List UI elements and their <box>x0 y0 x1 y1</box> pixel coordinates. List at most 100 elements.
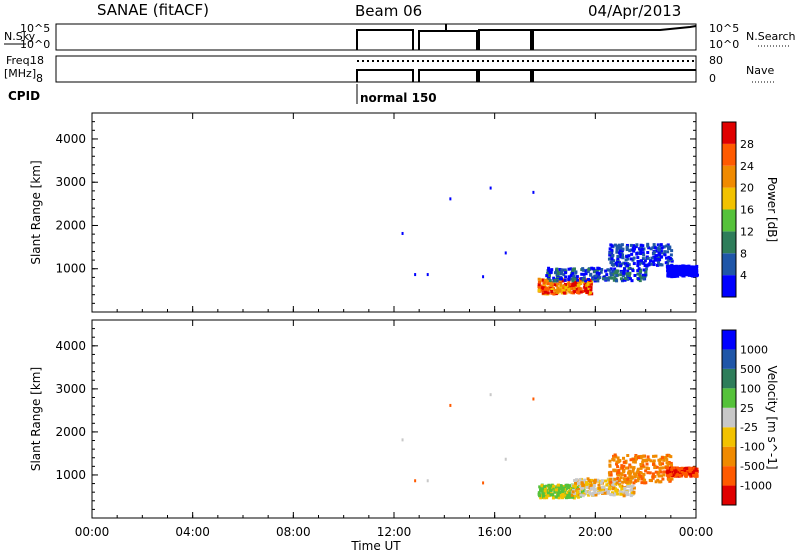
velocity-cell <box>667 478 671 482</box>
nsky-tick-lo: 10^0 <box>20 38 50 51</box>
velocity-cell <box>626 480 630 484</box>
velocity-cell <box>678 473 682 477</box>
power-ytick-label: 3000 <box>55 175 86 189</box>
velocity-cell <box>596 478 600 482</box>
velocity-cell <box>542 485 546 489</box>
velocity-cell <box>571 487 575 491</box>
velocity-cell <box>584 490 588 494</box>
velocity-cell <box>613 468 617 472</box>
velocity-cell <box>551 486 555 490</box>
power-cell <box>567 267 571 271</box>
velocity-cell <box>636 479 640 483</box>
velocity-cell <box>640 454 644 458</box>
power-cell <box>656 246 660 250</box>
velocity-cell <box>637 477 641 481</box>
power-cell <box>649 259 653 263</box>
velocity-cell <box>612 493 616 497</box>
power-cell <box>628 271 632 275</box>
velocity-cell <box>652 454 656 458</box>
velocity-cell <box>610 477 614 481</box>
velocity-cell <box>659 474 663 478</box>
power-cell <box>642 277 646 281</box>
velocity-cell <box>662 458 666 462</box>
velocity-cell <box>593 488 597 492</box>
power-cell <box>610 257 614 261</box>
power-cell <box>572 287 576 291</box>
power-cell <box>621 247 625 251</box>
velocity-cell <box>613 477 617 481</box>
power-cell <box>609 271 613 275</box>
power-cell <box>666 250 670 254</box>
power-cell <box>667 273 671 277</box>
power-cell <box>582 276 586 280</box>
velocity-cell <box>592 486 596 490</box>
velocity-cell <box>617 482 621 486</box>
velocity-cell <box>669 461 673 465</box>
power-cell <box>643 263 647 267</box>
velocity-cell <box>659 470 663 474</box>
power-cell <box>596 276 600 280</box>
velocity-cell <box>561 493 565 497</box>
velocity-cell <box>627 485 631 489</box>
velocity-ylabel: Slant Range [km] <box>29 367 43 471</box>
power-cell <box>677 268 681 272</box>
power-cell <box>636 269 640 273</box>
velocity-cell <box>575 478 579 482</box>
power-cell <box>597 272 601 276</box>
power-cell <box>562 291 566 295</box>
power-cell <box>567 275 571 279</box>
power-cell <box>674 272 678 276</box>
velocity-cell <box>622 494 626 498</box>
velocity-cell <box>663 470 667 474</box>
velocity-cell <box>665 470 669 474</box>
power-cell <box>545 274 549 278</box>
power-cell <box>559 286 563 290</box>
power-cell <box>550 290 554 294</box>
power-cell <box>563 268 567 272</box>
power-colorbar-tick: 28 <box>740 138 754 151</box>
power-cell <box>654 254 658 258</box>
velocity-cell <box>616 492 620 496</box>
power-colorbar-tick: 16 <box>740 204 754 217</box>
power-cell <box>611 253 615 257</box>
velocity-cell <box>647 467 651 471</box>
power-cell <box>581 267 585 271</box>
power-cell <box>482 275 485 279</box>
velocity-cell <box>622 460 626 464</box>
velocity-cell <box>544 494 548 498</box>
power-cell <box>587 277 591 281</box>
power-cell <box>545 278 549 282</box>
power-cell <box>623 278 627 282</box>
power-cell <box>636 272 640 276</box>
power-cell <box>614 271 618 275</box>
velocity-cell <box>614 483 618 487</box>
velocity-cell <box>635 455 639 459</box>
velocity-cell <box>585 485 589 489</box>
velocity-cell <box>551 496 555 500</box>
power-cell <box>652 243 656 247</box>
velocity-cell <box>691 470 695 474</box>
power-cell <box>653 246 657 250</box>
power-cell <box>606 278 610 282</box>
power-cell <box>568 282 572 286</box>
power-cell <box>599 270 603 274</box>
power-cell <box>614 261 618 265</box>
xtick-label: 20:00 <box>578 525 613 539</box>
velocity-cell <box>539 496 543 500</box>
power-cell <box>638 247 642 251</box>
power-cell <box>657 248 661 252</box>
velocity-colorbar: -1000 -500 -100 -25 25 100 500 1000 Velocity [m … <box>721 329 779 506</box>
power-cell <box>591 277 595 281</box>
velocity-cell <box>560 489 564 493</box>
velocity-cell <box>606 491 610 495</box>
velocity-colorbar-swatch <box>722 388 736 408</box>
power-cell <box>690 265 694 269</box>
power-cell <box>682 272 686 276</box>
velocity-cell <box>639 466 643 470</box>
velocity-cell <box>661 462 665 466</box>
velocity-cell <box>548 488 552 492</box>
power-cell <box>640 259 644 263</box>
power-cell <box>583 282 587 286</box>
velocity-cell <box>687 469 691 473</box>
velocity-ytick-label: 1000 <box>55 468 86 482</box>
